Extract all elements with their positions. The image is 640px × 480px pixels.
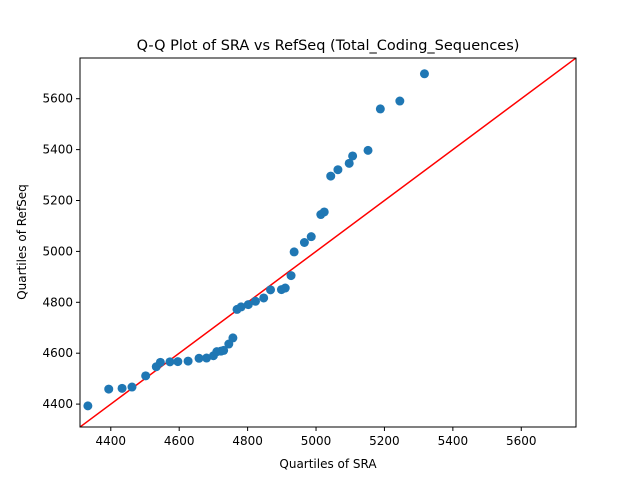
data-point <box>363 145 373 155</box>
data-point <box>194 353 204 363</box>
y-axis-label: Quartiles of RefSeq <box>15 184 29 300</box>
data-point <box>289 247 299 257</box>
x-axis-label: Quartiles of SRA <box>279 457 377 471</box>
data-point <box>319 207 329 217</box>
x-tick-label: 4400 <box>96 434 127 448</box>
y-tick-label: 5200 <box>42 194 73 208</box>
y-tick-label: 5600 <box>42 92 73 106</box>
data-point <box>173 357 183 367</box>
data-point <box>243 300 253 310</box>
y-tick-label: 4800 <box>42 295 73 309</box>
data-point <box>141 371 151 381</box>
x-tick-label: 5400 <box>438 434 469 448</box>
x-tick-label: 4800 <box>232 434 263 448</box>
data-point <box>395 96 405 106</box>
data-point <box>306 232 316 242</box>
data-point <box>202 353 212 363</box>
data-point <box>286 271 296 281</box>
data-point <box>266 285 276 295</box>
data-point <box>250 296 260 306</box>
y-tick-label: 4400 <box>42 397 73 411</box>
data-point <box>326 171 336 181</box>
data-point <box>117 383 127 393</box>
data-point <box>236 302 246 312</box>
plot-frame <box>79 57 577 428</box>
data-point <box>219 345 229 355</box>
data-point <box>259 293 269 303</box>
data-point <box>127 382 137 392</box>
data-point <box>183 356 193 366</box>
y-tick-label: 5400 <box>42 143 73 157</box>
data-point <box>228 333 238 343</box>
data-point <box>348 151 358 161</box>
data-point <box>333 165 343 175</box>
x-tick-label: 5200 <box>369 434 400 448</box>
data-point <box>165 357 175 367</box>
x-tick-label: 4600 <box>164 434 195 448</box>
y-tick-label: 5000 <box>42 244 73 258</box>
y-tick-label: 4600 <box>42 346 73 360</box>
data-point <box>104 384 114 394</box>
data-point <box>299 238 309 247</box>
data-point <box>280 283 290 293</box>
data-point <box>419 69 429 79</box>
data-point <box>155 357 165 367</box>
x-tick-label: 5000 <box>301 434 332 448</box>
data-point <box>344 158 354 168</box>
chart-title: Q-Q Plot of SRA vs RefSeq (Total_Coding_… <box>137 38 520 54</box>
data-point <box>83 401 93 411</box>
data-point <box>375 104 385 114</box>
x-tick-label: 5600 <box>506 434 537 448</box>
